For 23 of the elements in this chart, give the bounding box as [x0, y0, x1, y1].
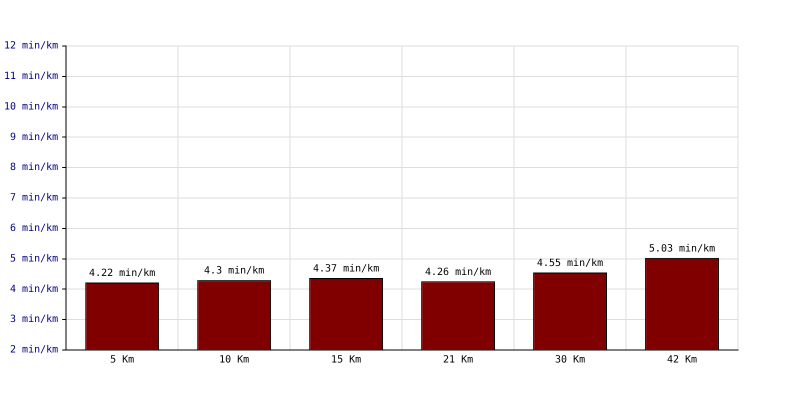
data-label: 4.37 min/km: [312, 264, 380, 275]
y-tick-label: 9 min/km: [10, 132, 58, 143]
y-tick-label: 8 min/km: [10, 162, 58, 174]
y-tick-label: 12 min/km: [4, 40, 58, 52]
data-label: 4.22 min/km: [89, 268, 156, 280]
data-label: 4.3 min/km: [204, 266, 264, 277]
y-tick-label: 5 min/km: [10, 253, 58, 264]
x-tick-label: 15 Km: [331, 354, 362, 366]
x-tick-label: 42 Km: [666, 354, 698, 366]
data-label: 5.03 min/km: [648, 243, 716, 254]
y-tick-label: 10 min/km: [4, 101, 58, 112]
x-tick-label: 5 Km: [110, 354, 134, 366]
y-tick-label: 6 min/km: [10, 222, 58, 234]
x-tick-label: 10 Km: [219, 354, 250, 366]
y-tick-label: 4 min/km: [10, 284, 58, 295]
y-tick-label: 2 min/km: [10, 344, 58, 356]
x-tick-label: 30 Km: [554, 354, 586, 366]
data-label: 4.55 min/km: [536, 258, 604, 270]
y-tick-label: 3 min/km: [10, 314, 58, 326]
data-label: 4.26 min/km: [424, 266, 492, 278]
x-tick-label: 21 Km: [443, 354, 474, 366]
y-tick-label: 7 min/km: [10, 192, 58, 204]
y-tick-label: 11 min/km: [4, 70, 58, 82]
